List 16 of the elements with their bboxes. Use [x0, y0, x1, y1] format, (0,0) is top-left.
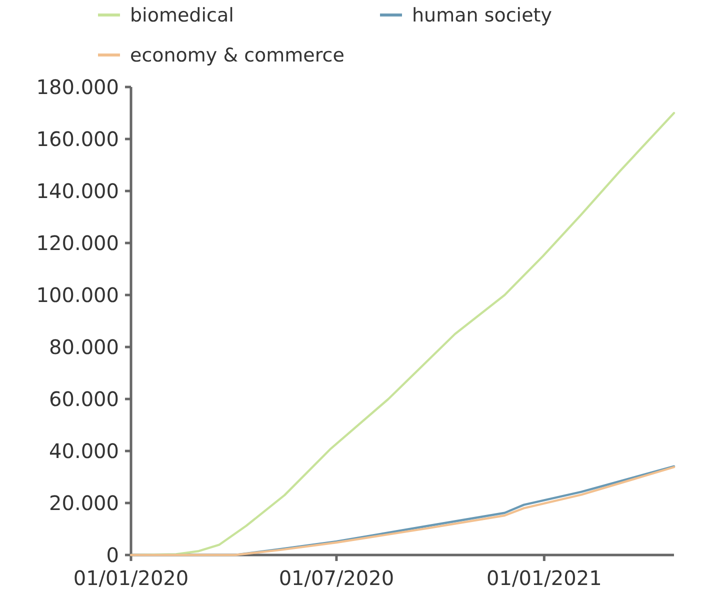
legend-label: economy & commerce — [130, 44, 344, 67]
x-tick-label: 01/01/2020 — [73, 566, 189, 590]
y-tick-label: 20.000 — [49, 491, 119, 515]
y-tick-label: 120.000 — [36, 231, 119, 255]
y-tick-label: 160.000 — [36, 127, 119, 151]
x-tick-label: 01/01/2021 — [486, 566, 602, 590]
y-tick-label: 0 — [106, 543, 119, 567]
legend-label: human society — [412, 4, 552, 27]
y-tick-label: 60.000 — [49, 387, 119, 411]
y-tick-label: 180.000 — [36, 75, 119, 99]
x-tick-label: 01/07/2020 — [278, 566, 394, 590]
y-tick-label: 80.000 — [49, 335, 119, 359]
legend-label: biomedical — [130, 4, 234, 27]
y-tick-label: 140.000 — [36, 179, 119, 203]
y-tick-label: 100.000 — [36, 283, 119, 307]
y-tick-label: 40.000 — [49, 439, 119, 463]
